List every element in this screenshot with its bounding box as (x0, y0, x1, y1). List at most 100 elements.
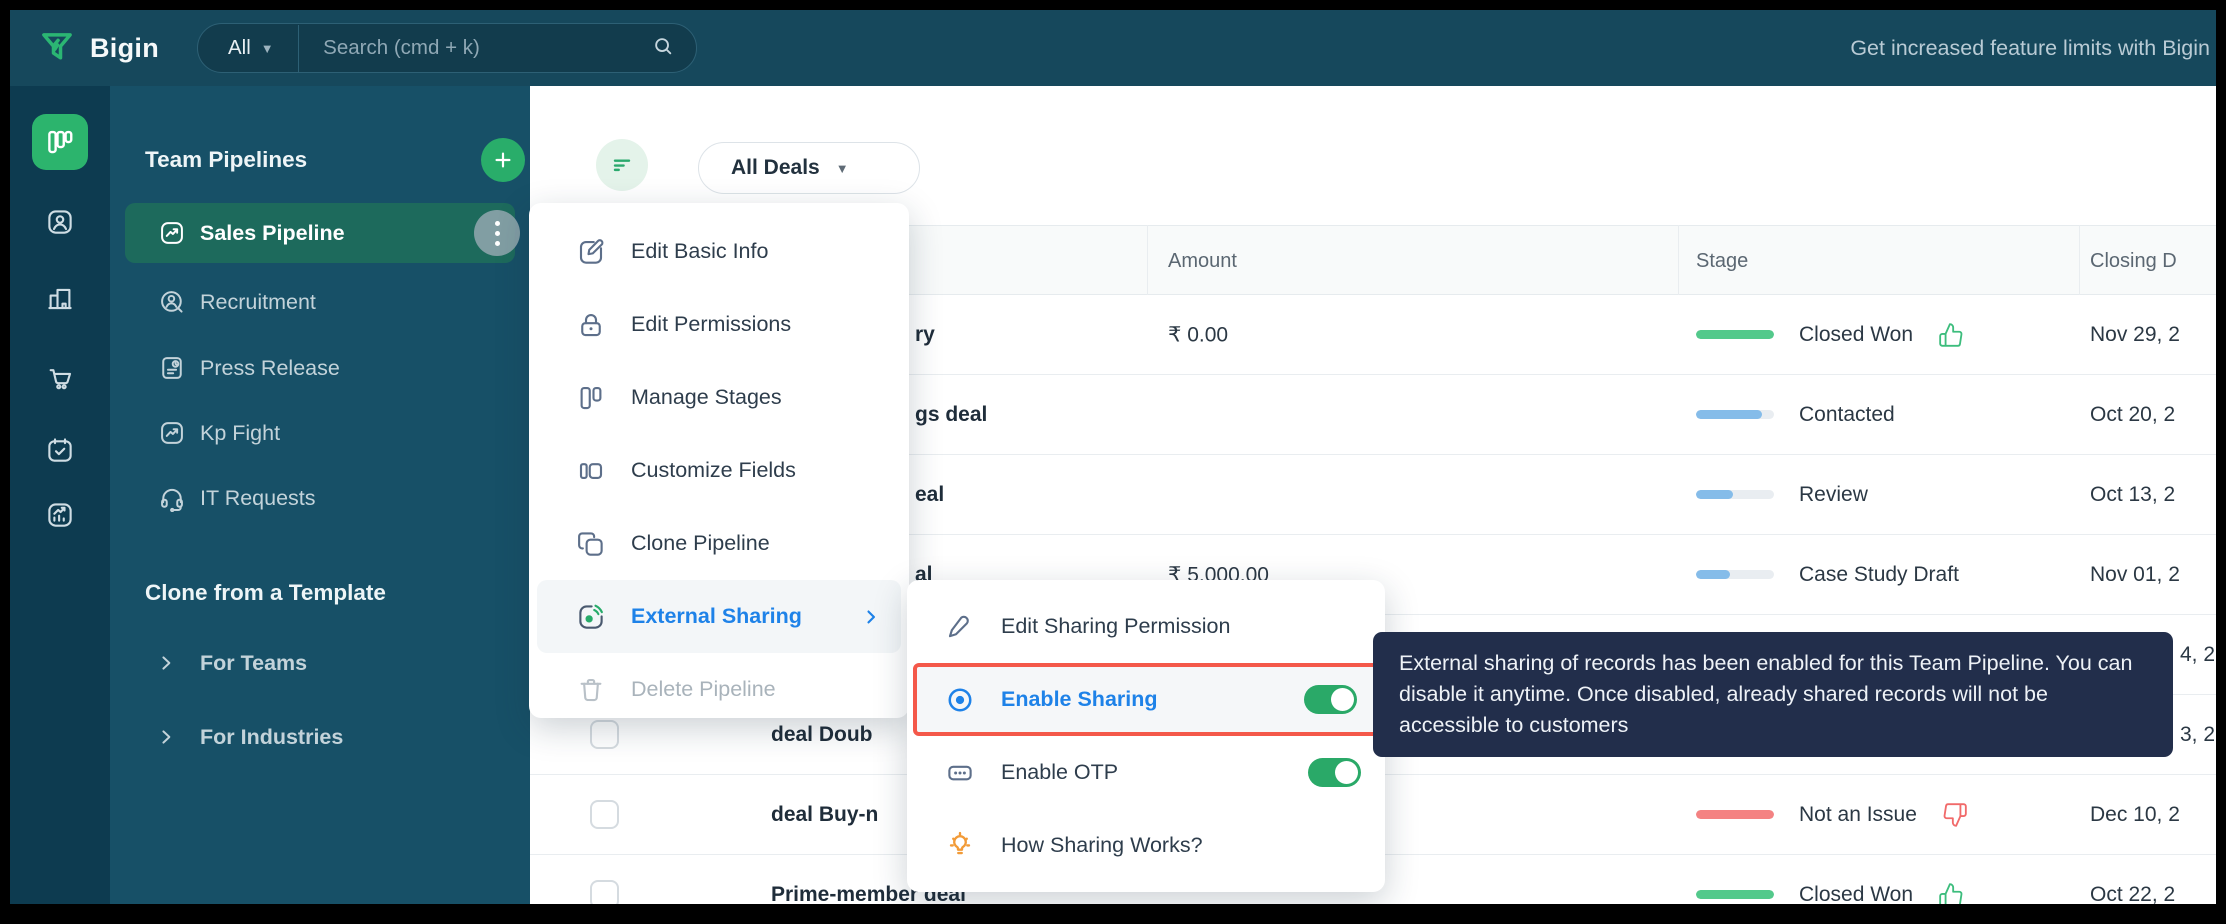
sidebar-item-label: Sales Pipeline (200, 220, 345, 245)
pipeline-context-menu: Edit Basic Info Edit Permissions Manage … (529, 203, 909, 718)
enable-otp-toggle[interactable] (1308, 758, 1361, 787)
menu-item-label: Delete Pipeline (631, 677, 776, 701)
sidebar-template-label: For Teams (200, 650, 308, 675)
document-clock-icon (162, 357, 182, 379)
sidebar-item-label: Kp Fight (200, 420, 281, 445)
top-bar (10, 10, 2216, 86)
stage-label: Case Study Draft (1799, 562, 1959, 586)
thumb-icon (1920, 402, 1946, 428)
kanban-icon (48, 130, 73, 154)
submenu-item-label: Enable OTP (1001, 760, 1119, 784)
stages-columns-icon (576, 383, 606, 413)
column-header-amount[interactable]: Amount (1168, 250, 1237, 272)
chevron-down-icon: ▼ (260, 40, 274, 56)
menu-item-label: Manage Stages (631, 385, 782, 409)
deal-amount: ₹ 0.00 (1168, 323, 1229, 346)
chevron-down-icon: ▼ (835, 160, 849, 176)
share-signal-icon (576, 602, 606, 632)
sharing-tooltip: External sharing of records has been ena… (1373, 632, 2173, 757)
sidebar-item-sales-pipeline[interactable]: Sales Pipeline (125, 203, 515, 263)
stage-label: Contacted (1799, 402, 1895, 426)
deal-name[interactable]: eal (915, 482, 945, 506)
sidebar-section-title: Team Pipelines (145, 147, 308, 172)
thumb-icon (1938, 882, 1964, 904)
menu-item-edit-basic-info[interactable]: Edit Basic Info (529, 215, 909, 288)
deal-stage: Not an Issue (1678, 775, 1968, 854)
closing-date: 3, 2 (2180, 722, 2216, 746)
row-checkbox[interactable] (590, 720, 619, 749)
menu-item-label: Edit Permissions (631, 312, 792, 336)
search-scope-dropdown[interactable]: All (228, 36, 251, 59)
divider (297, 24, 300, 72)
stage-label: Not an Issue (1799, 802, 1917, 826)
chevron-right-icon (162, 730, 171, 744)
person-search-icon (161, 291, 183, 313)
closing-date: Dec 10, 2 (2090, 802, 2180, 826)
menu-item-delete-pipeline: Delete Pipeline (529, 653, 909, 726)
deal-name[interactable]: deal Buy-n (771, 802, 879, 826)
view-selector-label: All Deals (731, 156, 820, 179)
enable-sharing-toggle[interactable] (1304, 685, 1357, 714)
search-input[interactable]: Search (cmd + k) (323, 36, 480, 59)
rail-item-products[interactable] (10, 362, 110, 396)
filter-button[interactable] (596, 139, 648, 191)
submenu-item-edit-sharing-permission[interactable]: Edit Sharing Permission (907, 590, 1385, 663)
thumb-icon (1942, 802, 1968, 828)
rail-item-dashboard[interactable] (10, 500, 110, 534)
radio-eye-icon (945, 685, 975, 715)
sidebar-item-recruitment[interactable]: Recruitment (125, 272, 515, 332)
view-selector-dropdown[interactable]: All Deals ▼ (698, 142, 920, 194)
stage-progress (1696, 490, 1774, 499)
stage-progress (1696, 570, 1774, 579)
sidebar-item-it-requests[interactable]: IT Requests (125, 468, 515, 528)
pipeline-options-button[interactable] (474, 210, 520, 256)
lock-icon (576, 310, 606, 340)
upgrade-banner-link[interactable]: Get increased feature limits with Bigin (1850, 36, 2210, 60)
thumb-icon (1938, 322, 1964, 348)
search-icon[interactable] (652, 35, 674, 62)
trend-square-icon (161, 422, 183, 444)
rail-item-pipelines[interactable] (32, 114, 88, 170)
deal-name[interactable]: ry (915, 322, 935, 346)
menu-item-edit-permissions[interactable]: Edit Permissions (529, 288, 909, 361)
menu-item-label: Customize Fields (631, 458, 796, 482)
submenu-item-enable-sharing[interactable]: Enable Sharing (913, 663, 1379, 736)
submenu-item-enable-otp[interactable]: Enable OTP (907, 736, 1385, 809)
sidebar-clone-section-title: Clone from a Template (145, 580, 386, 605)
headset-icon (161, 488, 183, 512)
pen-icon (945, 612, 975, 642)
building-icon (48, 288, 72, 310)
stage-label: Closed Won (1799, 882, 1914, 905)
deal-name[interactable]: deal Doub (771, 722, 873, 746)
menu-item-external-sharing[interactable]: External Sharing (537, 580, 901, 653)
bulb-icon (945, 831, 975, 861)
rail-item-companies[interactable] (10, 283, 110, 317)
rail-item-contacts[interactable] (10, 207, 110, 241)
sidebar-active-highlight (125, 203, 515, 263)
global-search[interactable]: All ▼ Search (cmd + k) (197, 23, 697, 73)
menu-item-manage-stages[interactable]: Manage Stages (529, 361, 909, 434)
bigin-logo-icon (36, 27, 78, 74)
deal-stage: Review (1678, 455, 1919, 534)
deal-name[interactable]: al (915, 562, 933, 586)
thumb-icon (1893, 482, 1919, 508)
sidebar-item-for-teams[interactable]: For Teams (125, 633, 515, 693)
sidebar-item-kp-fight[interactable]: Kp Fight (125, 403, 515, 463)
sidebar-item-for-industries[interactable]: For Industries (125, 707, 515, 767)
row-checkbox[interactable] (590, 800, 619, 829)
sidebar-template-label: For Industries (200, 724, 344, 749)
column-header-closing-date[interactable]: Closing D (2090, 250, 2177, 272)
deal-stage: Contacted (1678, 375, 1946, 454)
column-header-stage[interactable]: Stage (1696, 250, 1749, 272)
deal-name[interactable]: gs deal (915, 402, 988, 426)
edit-square-icon (576, 237, 606, 267)
menu-item-clone-pipeline[interactable]: Clone Pipeline (529, 507, 909, 580)
add-pipeline-button[interactable] (481, 138, 525, 182)
closing-date: Oct 20, 2 (2090, 402, 2176, 426)
row-checkbox[interactable] (590, 880, 619, 904)
menu-item-customize-fields[interactable]: Customize Fields (529, 434, 909, 507)
sidebar-item-press-release[interactable]: Press Release (125, 338, 515, 398)
submenu-item-how-sharing-works[interactable]: How Sharing Works? (907, 809, 1385, 882)
rail-item-activities[interactable] (10, 435, 110, 469)
external-sharing-submenu: Edit Sharing Permission Enable Sharing E… (907, 580, 1385, 892)
